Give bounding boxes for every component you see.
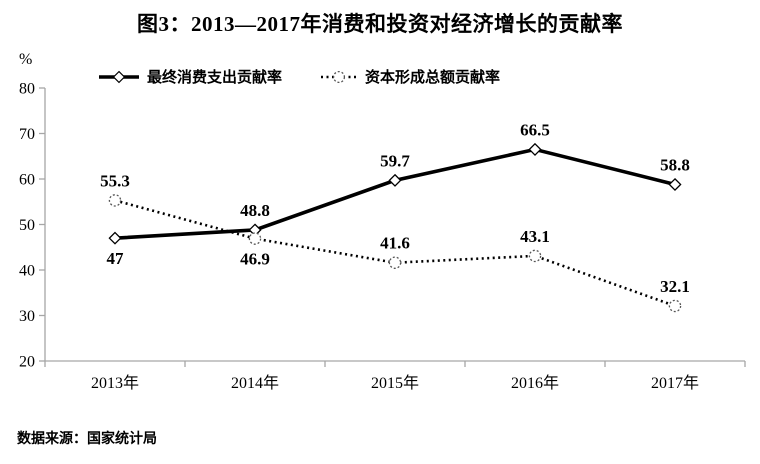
- data-label: 58.8: [660, 155, 690, 174]
- data-label: 59.7: [380, 151, 410, 170]
- data-label: 46.9: [240, 250, 270, 269]
- y-tick-label: 20: [19, 354, 35, 371]
- data-label: 47: [107, 249, 125, 268]
- data-point-marker-circle: [528, 249, 542, 263]
- x-tick-label: 2014年: [231, 374, 279, 392]
- data-point-marker-diamond: [668, 177, 682, 191]
- legend-item-label: 资本形成总额贡献率: [365, 69, 501, 86]
- legend-item-label: 最终消费支出贡献率: [147, 69, 283, 86]
- data-label: 48.8: [240, 201, 270, 220]
- data-point-marker-diamond: [528, 142, 542, 156]
- data-source-note: 数据来源：国家统计局: [17, 430, 157, 446]
- data-point-marker-diamond: [108, 231, 122, 245]
- data-point-marker-diamond: [388, 173, 402, 187]
- data-point-marker-circle: [248, 232, 262, 245]
- data-point-marker-circle: [668, 299, 682, 313]
- data-label: 55.3: [100, 171, 130, 190]
- y-tick-label: 70: [19, 126, 35, 143]
- y-tick-label: 80: [19, 81, 35, 98]
- data-label: 66.5: [520, 120, 550, 139]
- data-label: 43.1: [520, 227, 550, 246]
- chart-title: 图3：2013—2017年消费和投资对经济增长的贡献率: [137, 12, 623, 36]
- x-tick-label: 2013年: [91, 374, 139, 392]
- x-tick-label: 2017年: [651, 374, 699, 392]
- x-tick-label: 2016年: [511, 374, 559, 392]
- data-point-marker-circle: [388, 256, 402, 269]
- data-label: 32.1: [660, 277, 690, 296]
- legend-item-capital: 资本形成总额贡献率: [320, 66, 500, 87]
- legend-item-consumption: 最终消费支出贡献率: [98, 66, 282, 87]
- y-tick-label: 30: [19, 308, 35, 325]
- y-tick-label: 40: [19, 263, 35, 280]
- data-label: 41.6: [380, 234, 410, 253]
- y-axis-unit-label: %: [19, 51, 33, 68]
- chart-legend: 最终消费支出贡献率 资本形成总额贡献率: [98, 66, 500, 87]
- y-tick-label: 50: [19, 217, 35, 234]
- solid-line-diamond-marker-icon: [99, 70, 139, 83]
- x-tick-label: 2015年: [371, 374, 419, 392]
- y-tick-label: 60: [19, 172, 35, 189]
- dotted-line-circle-marker-icon: [321, 70, 358, 83]
- series-line-dotted: [114, 199, 676, 308]
- data-point-marker-circle: [108, 194, 122, 207]
